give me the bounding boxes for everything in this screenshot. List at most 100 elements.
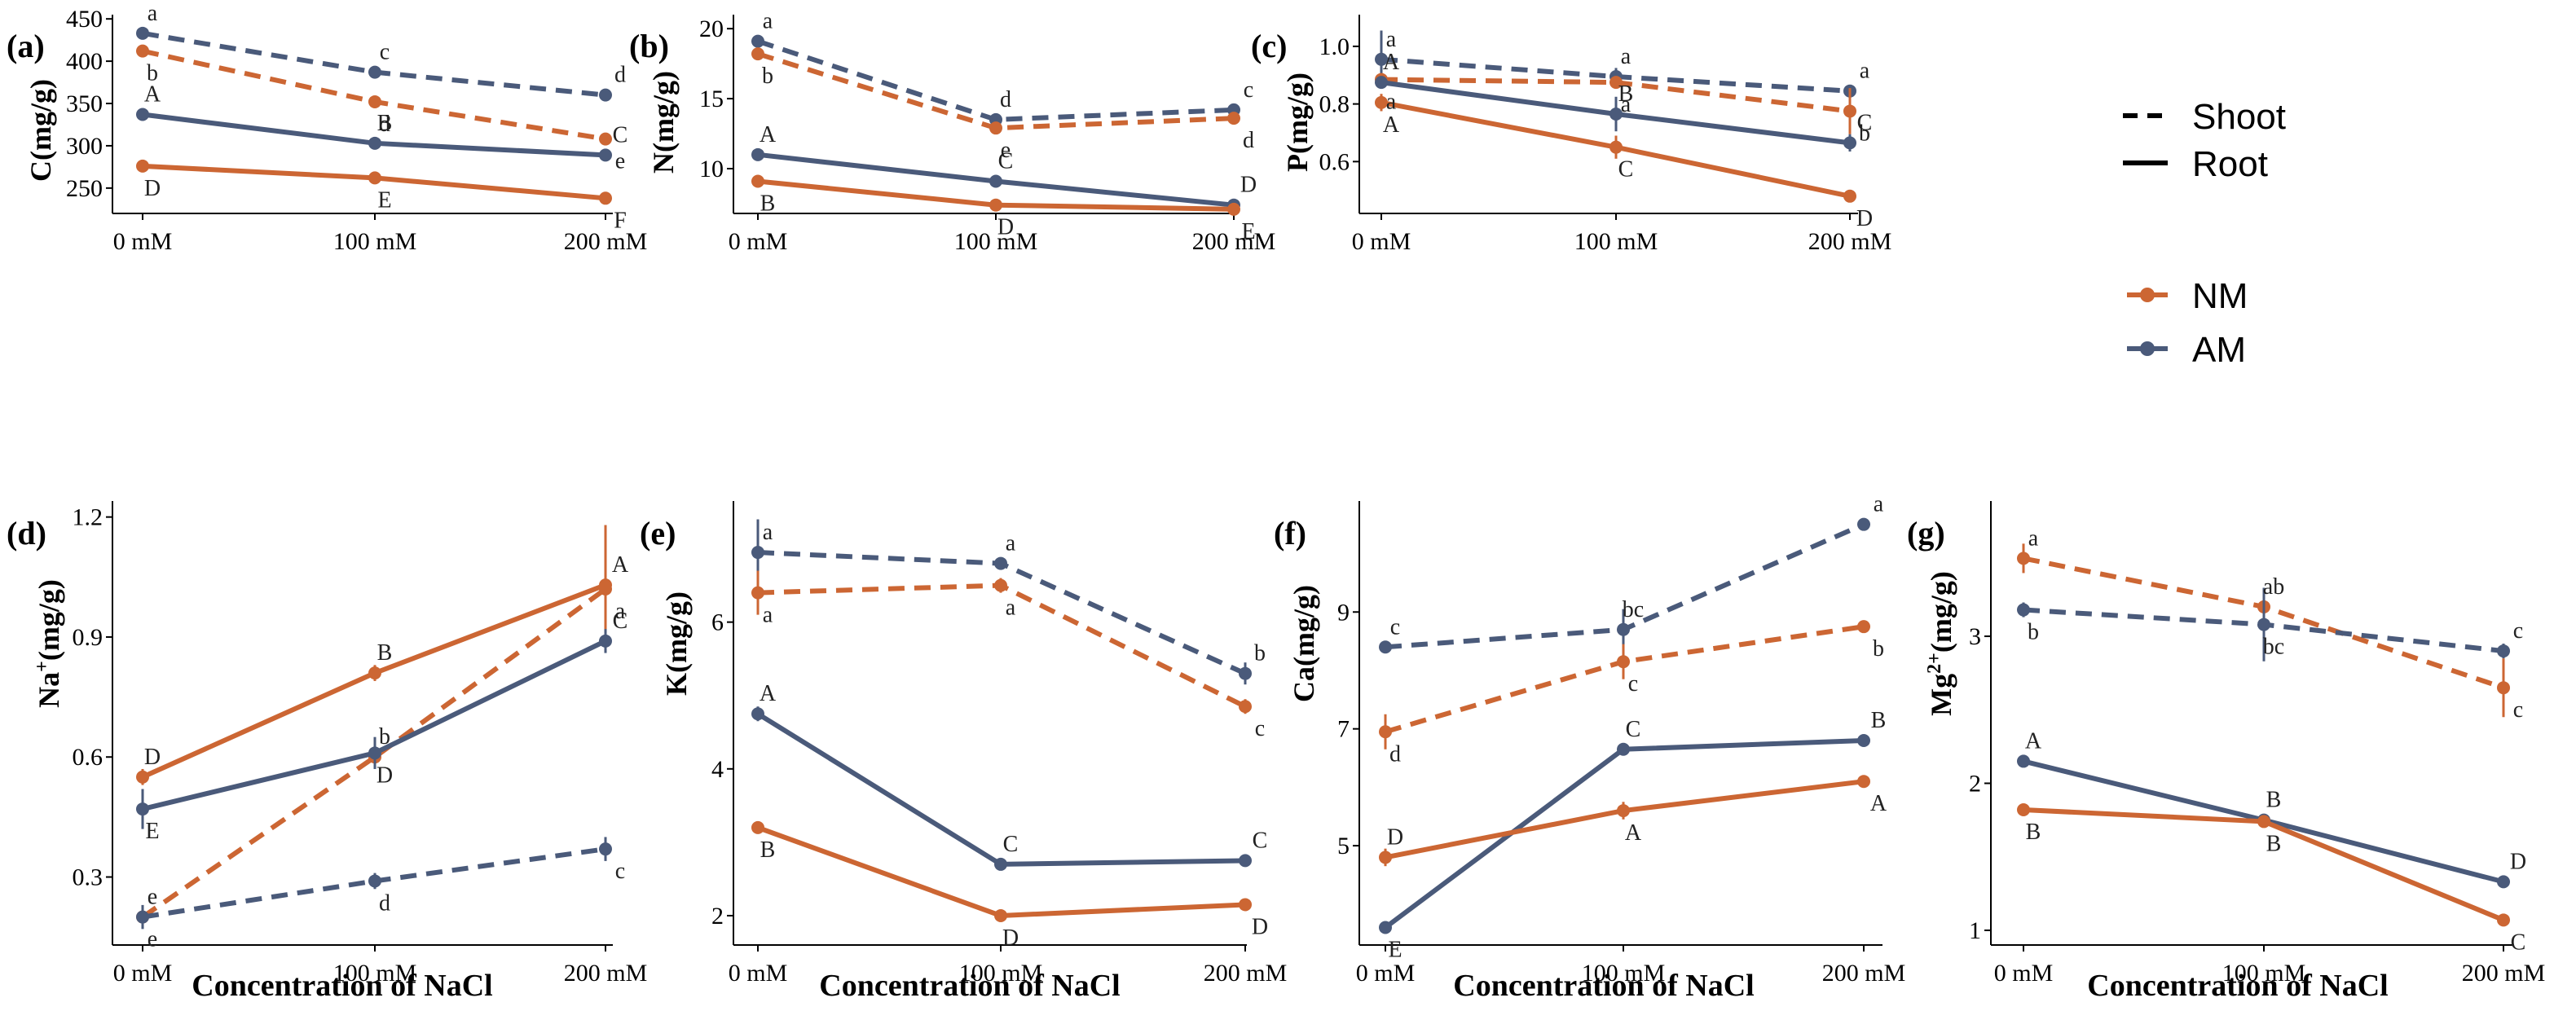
significance-letter: C — [613, 122, 628, 147]
series-am-shoot — [751, 519, 1252, 685]
legend-nm-label: NM — [2192, 276, 2248, 316]
significance-letter: ab — [2263, 574, 2284, 600]
series-nm-root — [751, 174, 1240, 216]
data-point — [2017, 802, 2030, 816]
significance-letter: F — [614, 208, 627, 233]
significance-letter: C — [1857, 110, 1873, 135]
significance-letter: A — [1383, 50, 1400, 75]
significance-letter: a — [1621, 44, 1631, 69]
y-axis-label-base: N(mg/g) — [647, 71, 680, 174]
significance-letter: B — [1618, 81, 1634, 107]
data-point — [751, 546, 764, 560]
data-point — [599, 148, 612, 162]
x-tick-label: 200 mM — [1192, 228, 1276, 255]
y-tick-label: 10 — [699, 156, 724, 182]
significance-letter: C — [1618, 157, 1634, 182]
y-tick-label: 0.3 — [73, 864, 103, 891]
data-point — [136, 910, 149, 924]
data-point — [1379, 640, 1392, 654]
data-point — [2017, 552, 2030, 565]
data-point — [989, 198, 1002, 212]
x-axis-title-g: Concentration of NaCl — [2087, 969, 2388, 1003]
data-point — [599, 132, 612, 146]
data-point — [2017, 754, 2030, 768]
significance-letter: A — [612, 552, 629, 578]
significance-letter: e — [148, 927, 157, 952]
significance-letter: a — [1860, 59, 1870, 84]
significance-letter: bc — [2263, 635, 2284, 660]
y-axis-label-base: Ca(mg/g) — [1288, 585, 1320, 702]
significance-letter: a — [1386, 90, 1397, 115]
data-point — [1239, 666, 1252, 680]
series-am-shoot — [751, 34, 1240, 126]
y-axis-label-sup: 2+ — [1924, 653, 1945, 674]
data-point — [1379, 725, 1392, 739]
data-point — [368, 874, 381, 888]
x-tick-label: 100 mM — [1574, 228, 1658, 255]
series-am-root — [136, 629, 612, 829]
significance-letter: D — [1002, 925, 1019, 951]
significance-letter: a — [1874, 492, 1884, 517]
data-point — [751, 47, 764, 61]
y-tick-label: 4 — [711, 756, 724, 783]
panel-d: (d) Na+(mg/g) — [7, 515, 65, 708]
significance-letter: D — [1240, 173, 1257, 198]
y-axis-label: P(mg/g) — [1281, 73, 1314, 172]
data-point — [136, 802, 149, 816]
y-tick-label: 2 — [711, 903, 724, 930]
x-tick-label: 100 mM — [954, 228, 1038, 255]
data-point — [2497, 681, 2510, 695]
significance-letter: b — [762, 64, 773, 89]
y-tick-label: 7 — [1337, 716, 1350, 743]
significance-letter: D — [1252, 914, 1268, 939]
significance-letter: b — [379, 724, 390, 749]
data-point — [1617, 622, 1630, 636]
series-nm-shoot — [1379, 620, 1870, 749]
y-tick-label: 400 — [66, 48, 103, 75]
chart-5-plot: 2 4 6 0 mM 100 mM 200 mM a a A Ba a C Db c C D — [711, 501, 1287, 987]
series-nm-shoot — [136, 44, 612, 146]
significance-letter: a — [763, 9, 773, 34]
significance-letter: d — [1389, 741, 1401, 767]
series-nm-root — [1375, 94, 1856, 203]
x-tick-label: 0 mM — [1994, 960, 2054, 987]
significance-letter: c — [1390, 614, 1400, 640]
significance-letter: D — [144, 745, 161, 770]
y-tick-label: 20 — [699, 15, 724, 42]
series-nm-root — [2017, 802, 2510, 927]
significance-letter: D — [144, 176, 161, 201]
series-line — [756, 711, 1246, 867]
series-line — [757, 550, 1247, 676]
significance-letter: A — [144, 82, 161, 108]
y-axis-label-suffix: (mg/g) — [1925, 571, 1957, 653]
y-tick-label: 300 — [66, 133, 103, 160]
data-point — [136, 26, 149, 40]
y-tick-label: 450 — [66, 6, 103, 33]
x-tick-label: 200 mM — [1822, 960, 1906, 987]
significance-letter: C — [2511, 930, 2526, 955]
data-point — [994, 578, 1007, 592]
data-point — [994, 857, 1007, 871]
significance-letter: C — [1253, 828, 1268, 853]
panel-label: (g) — [1907, 515, 1945, 552]
y-tick-label: 1.2 — [73, 504, 103, 531]
y-tick-label: 350 — [66, 90, 103, 117]
series-nm-root — [136, 159, 612, 205]
data-point — [2497, 644, 2510, 658]
x-tick-label: 200 mM — [564, 228, 648, 255]
y-tick-label: 6 — [711, 609, 724, 636]
data-point — [1379, 921, 1392, 934]
x-tick-label: 0 mM — [729, 228, 788, 255]
significance-letter: a — [615, 599, 626, 624]
series-am-shoot — [2017, 587, 2510, 662]
x-tick-label: 0 mM — [113, 960, 173, 987]
x-tick-label: 200 mM — [1204, 960, 1288, 987]
panel-b: (b) N(mg/g) — [629, 28, 680, 174]
data-point — [1843, 189, 1856, 203]
data-point — [1857, 620, 1870, 634]
y-tick-label: 5 — [1337, 833, 1350, 859]
y-tick-label: 9 — [1337, 599, 1350, 626]
y-tick-label: 0.6 — [73, 744, 103, 771]
